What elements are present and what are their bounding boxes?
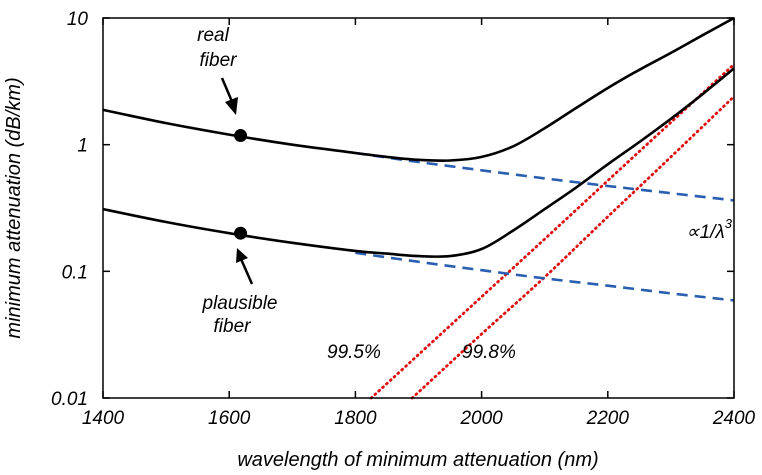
marker-layer (234, 129, 248, 240)
proportional-label: ∝1/λ3 (686, 216, 733, 243)
real-fiber-arrow (220, 77, 238, 115)
curve-layer (102, 16, 736, 400)
plausible-fiber-label-line2: fiber (214, 316, 252, 337)
proportional-label-text: ∝1/λ (686, 222, 725, 243)
y-tick-label-3: 10 (67, 9, 89, 30)
x-tick-label-1600: 1600 (208, 408, 251, 429)
plausible-fiber-label-line1: plausible (202, 293, 278, 314)
marker-plausible-fiber (234, 226, 248, 240)
marker-real-fiber (234, 129, 248, 143)
proportional-label-exponent: 3 (725, 216, 733, 231)
real-fiber-label-line1: real (197, 25, 229, 46)
pct-995-label: 99.5% (327, 342, 381, 363)
x-tick-label-2400: 2400 (712, 408, 756, 429)
y-tick-label-0: 0.01 (51, 389, 88, 410)
x-tick-label-2000: 2000 (459, 408, 503, 429)
x-tick-label-1400: 1400 (82, 408, 125, 429)
real-fiber-label-line2: fiber (200, 50, 238, 71)
y-axis-label: minimum attenuation (dB/km) (3, 77, 25, 338)
x-axis-label: wavelength of minimum attenuation (nm) (237, 449, 598, 471)
series-line-plausible-fiber (102, 67, 735, 258)
series-line-1-real (355, 151, 735, 202)
series-line-1-plausible (355, 251, 735, 302)
series-line-99-8 (410, 95, 736, 400)
y-tick-label-1: 0.1 (62, 262, 88, 283)
plausible-fiber-arrow (236, 248, 254, 285)
tick-layer: 1400 1600 1800 2000 2200 2400 0.01 0.1 1 10 (51, 9, 756, 429)
pct-998-label: 99.8% (462, 342, 516, 363)
series-line-99-5 (369, 63, 736, 400)
series-line-real-fiber (102, 16, 735, 162)
x-tick-label-2200: 2200 (586, 408, 630, 429)
y-tick-label-2: 1 (77, 136, 88, 157)
plot-frame (102, 17, 735, 399)
x-tick-label-1800: 1800 (334, 408, 377, 429)
